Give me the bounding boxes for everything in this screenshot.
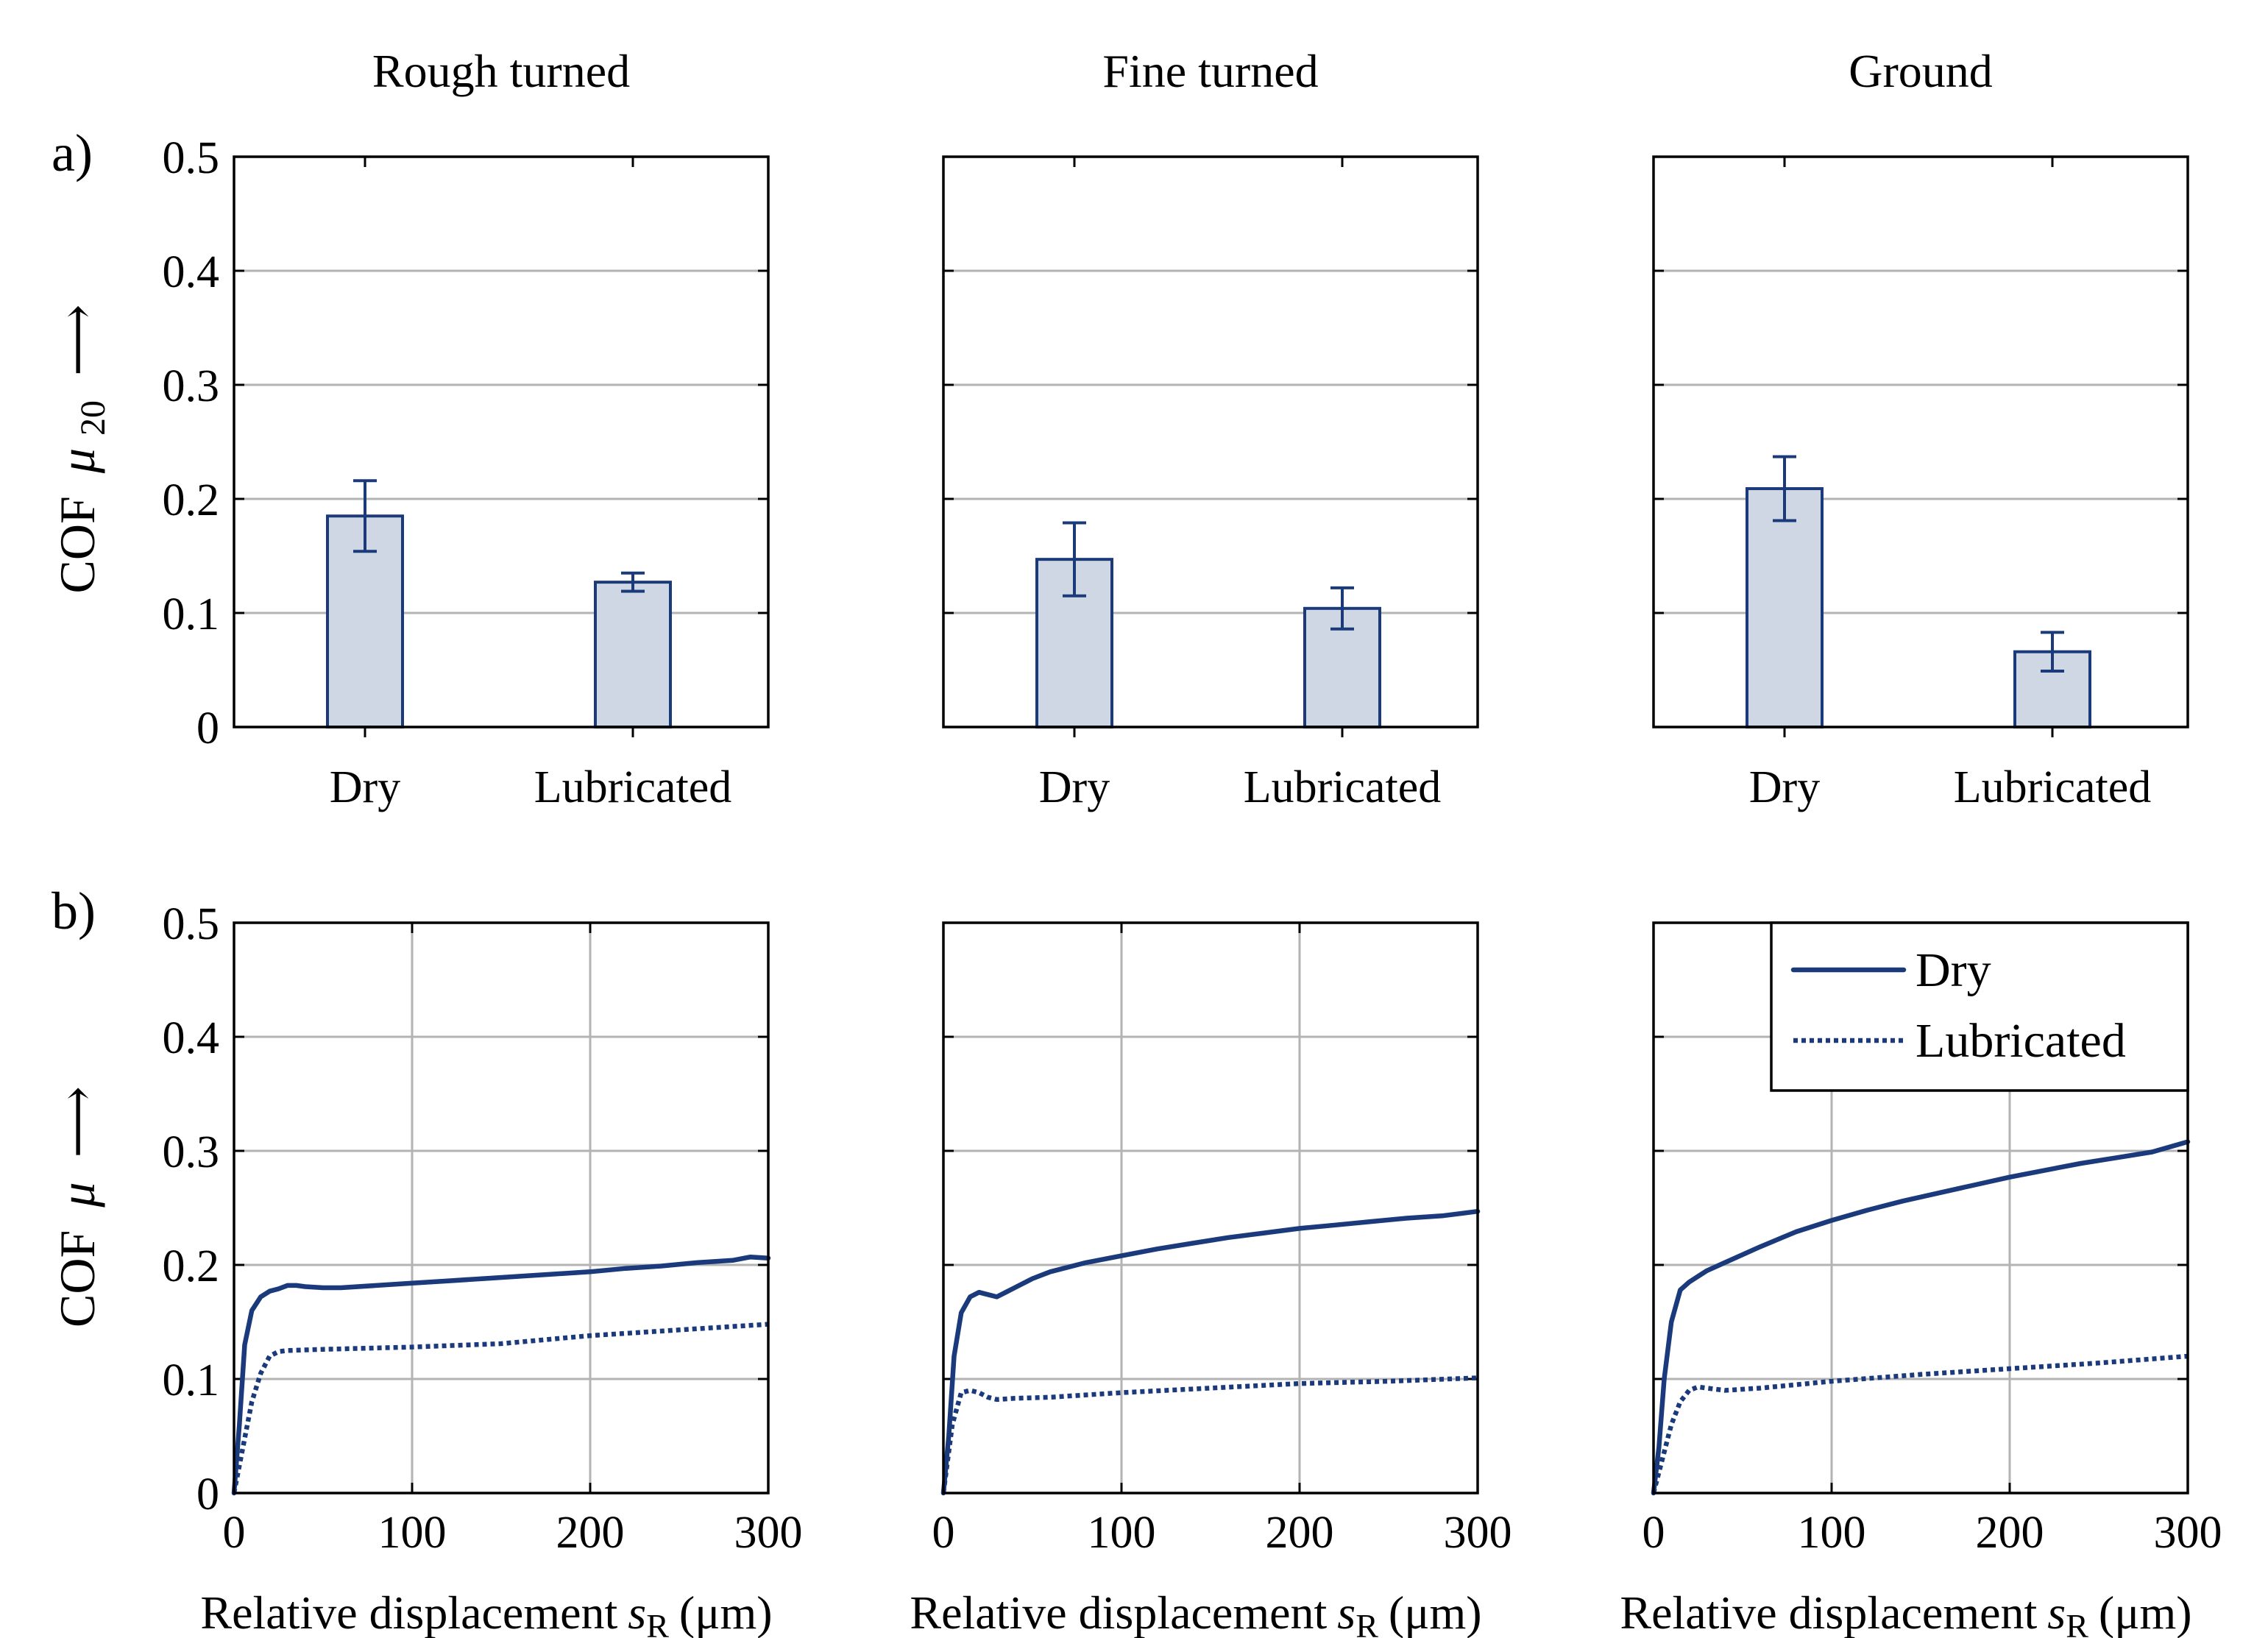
- x-tick-label: 300: [1444, 1508, 1512, 1558]
- x-tick-label: 200: [1976, 1508, 2044, 1558]
- series-line-lubricated: [231, 1322, 769, 1494]
- x-tick-label: 200: [556, 1508, 625, 1558]
- plot-frame: [942, 921, 1479, 1495]
- line-panel-3: 0 100 200 300 Relative displacement sR (μm) Dry…: [1620, 921, 2222, 1638]
- y-axis-label-a: COF μ 20 ⟶: [49, 305, 116, 594]
- line-panel-2: 0 100 200 300 Relative displacement sR (μm): [910, 921, 1512, 1638]
- legend-label-dry: Dry: [1916, 943, 1991, 997]
- plot-frame: [1652, 155, 2189, 728]
- bar-dry: [1746, 487, 1824, 728]
- y-label-b-symbol: μ: [49, 1183, 105, 1208]
- series-line-dry: [940, 1208, 1481, 1496]
- series-line-lubricated: [940, 1375, 1478, 1494]
- x-label-unit: (μm): [2099, 1586, 2192, 1638]
- x-label-prefix: Relative displacement: [1620, 1586, 2037, 1638]
- y-tick-label: 0.2: [163, 475, 220, 525]
- x-tick-label: 100: [378, 1508, 447, 1558]
- bar-lubricated: [594, 581, 672, 729]
- panel-title: Rough turned: [372, 45, 630, 97]
- charts-container: Rough turned 0 0.1 0.2 0.3 0.4 0.5 Dry Lubricate…: [163, 45, 2222, 1638]
- x-axis-label: Relative displacement sR (μm): [1620, 1586, 2191, 1638]
- row-b-label: b): [52, 882, 96, 940]
- x-label-symbol: s: [2047, 1586, 2066, 1638]
- x-category-label: Dry: [1039, 762, 1110, 812]
- x-category-label: Dry: [330, 762, 400, 812]
- x-tick-label: 300: [2154, 1508, 2222, 1558]
- x-axis-label: Relative displacement sR (μm): [200, 1586, 772, 1638]
- x-axis-label: Relative displacement sR (μm): [910, 1586, 1481, 1638]
- y-tick-label: 0: [196, 703, 219, 754]
- x-label-unit: (μm): [679, 1586, 773, 1638]
- x-label-sub: R: [1356, 1607, 1378, 1638]
- series-line-lubricated: [1651, 1353, 2189, 1494]
- bar-panel-1: Rough turned 0 0.1 0.2 0.3 0.4 0.5 Dry Lubricate…: [163, 45, 770, 812]
- panel-title: Ground: [1849, 45, 1993, 97]
- y-label-b-arrow: ⟶: [49, 1086, 105, 1157]
- row-a-label: a): [52, 124, 93, 182]
- x-category-label: Lubricated: [1954, 762, 2152, 812]
- y-tick-label: 0.3: [163, 361, 220, 411]
- y-label-a-prefix: COF: [49, 496, 105, 593]
- y-label-a-symbol: μ: [49, 448, 105, 474]
- plot-frame: [942, 155, 1479, 728]
- series-line-dry: [1651, 1139, 2191, 1496]
- x-category-label: Lubricated: [1244, 762, 1442, 812]
- x-tick-label: 100: [1798, 1508, 1866, 1558]
- x-category-label: Lubricated: [534, 762, 732, 812]
- y-tick-label: 0: [196, 1469, 219, 1520]
- y-tick-label: 0.2: [163, 1241, 220, 1291]
- y-label-a-sub: 20: [74, 400, 113, 436]
- panel-title: Fine turned: [1102, 45, 1318, 97]
- x-tick-label: 0: [223, 1508, 246, 1558]
- y-label-a-arrow: ⟶: [49, 305, 105, 376]
- plot-frame: [233, 155, 770, 728]
- x-label-unit: (μm): [1389, 1586, 1482, 1638]
- x-tick-label: 200: [1266, 1508, 1334, 1558]
- y-label-b-prefix: COF: [49, 1230, 105, 1327]
- x-tick-label: 300: [734, 1508, 803, 1558]
- plot-frame: [233, 921, 770, 1495]
- x-tick-label: 0: [932, 1508, 955, 1558]
- x-tick-label: 0: [1642, 1508, 1665, 1558]
- bar-panel-2: Fine turned Dry Lubricated: [942, 45, 1479, 812]
- y-tick-label: 0.5: [163, 133, 220, 183]
- x-tick-label: 100: [1088, 1508, 1156, 1558]
- y-tick-label: 0.1: [163, 589, 220, 639]
- y-tick-label: 0.1: [163, 1355, 220, 1405]
- x-category-label: Dry: [1749, 762, 1820, 812]
- x-label-symbol: s: [628, 1586, 646, 1638]
- bar-panel-3: Ground Dry Lubricated: [1652, 45, 2189, 812]
- y-tick-label: 0.4: [163, 247, 220, 297]
- y-tick-label: 0.4: [163, 1013, 220, 1063]
- legend: Dry Lubricated: [1770, 921, 2189, 1092]
- y-tick-label: 0.5: [163, 899, 220, 949]
- line-panel-1: 0 0.1 0.2 0.3 0.4 0.5 0 100 200 300 Relative displ…: [163, 899, 803, 1638]
- x-label-prefix: Relative displacement: [200, 1586, 617, 1638]
- series-line-dry: [231, 1254, 771, 1496]
- x-label-prefix: Relative displacement: [910, 1586, 1327, 1638]
- legend-box: [1770, 921, 2189, 1092]
- x-label-symbol: s: [1337, 1586, 1356, 1638]
- x-label-sub: R: [646, 1607, 669, 1638]
- x-label-sub: R: [2066, 1607, 2088, 1638]
- legend-label-lubricated: Lubricated: [1916, 1014, 2126, 1068]
- y-axis-label-b: COF μ ⟶: [49, 1086, 105, 1327]
- y-tick-label: 0.3: [163, 1127, 220, 1177]
